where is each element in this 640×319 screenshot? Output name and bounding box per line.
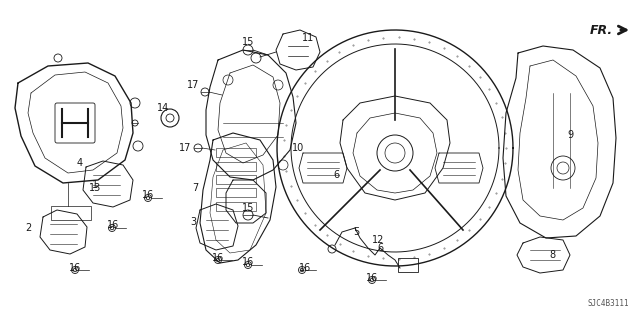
Text: 15: 15 bbox=[242, 37, 254, 47]
Bar bbox=[216, 202, 256, 211]
Text: 17: 17 bbox=[179, 143, 191, 153]
Text: 16: 16 bbox=[107, 220, 119, 230]
Text: 17: 17 bbox=[187, 80, 199, 90]
Bar bbox=[216, 175, 256, 184]
Text: 16: 16 bbox=[69, 263, 81, 273]
Bar bbox=[216, 148, 256, 157]
Text: 10: 10 bbox=[292, 143, 304, 153]
Text: 6: 6 bbox=[377, 243, 383, 253]
Text: 16: 16 bbox=[299, 263, 311, 273]
Text: 13: 13 bbox=[89, 183, 101, 193]
Bar bbox=[216, 162, 256, 171]
Text: FR.: FR. bbox=[590, 24, 613, 36]
Bar bbox=[51, 206, 91, 220]
Text: 1: 1 bbox=[92, 180, 98, 190]
Text: 16: 16 bbox=[212, 253, 224, 263]
Text: 8: 8 bbox=[549, 250, 555, 260]
Text: 14: 14 bbox=[157, 103, 169, 113]
Text: 5: 5 bbox=[353, 227, 359, 237]
Bar bbox=[216, 188, 256, 197]
Text: 4: 4 bbox=[77, 158, 83, 168]
Text: 16: 16 bbox=[366, 273, 378, 283]
Text: 11: 11 bbox=[302, 33, 314, 43]
Text: 12: 12 bbox=[372, 235, 384, 245]
Text: 6: 6 bbox=[333, 170, 339, 180]
Text: 16: 16 bbox=[242, 257, 254, 267]
Text: 3: 3 bbox=[190, 217, 196, 227]
Text: 2: 2 bbox=[25, 223, 31, 233]
Text: 9: 9 bbox=[567, 130, 573, 140]
Text: 7: 7 bbox=[192, 183, 198, 193]
Text: SJC4B3111: SJC4B3111 bbox=[588, 299, 630, 308]
Text: 15: 15 bbox=[242, 203, 254, 213]
Text: 16: 16 bbox=[142, 190, 154, 200]
Bar bbox=[398, 258, 418, 272]
